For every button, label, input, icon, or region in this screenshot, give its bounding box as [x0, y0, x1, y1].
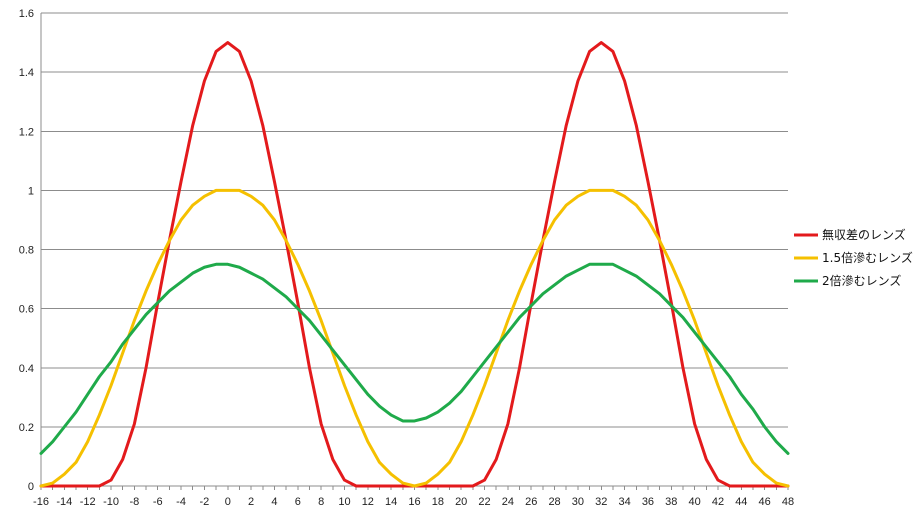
x-tick-label: 4 — [271, 496, 277, 508]
x-tick-label: 14 — [385, 496, 397, 508]
x-tick-label: 32 — [595, 496, 607, 508]
x-tick-label: -10 — [103, 496, 119, 508]
series-line-1 — [39, 188, 790, 488]
x-tick-label: 6 — [295, 496, 301, 508]
x-tick-label: 16 — [408, 496, 420, 508]
legend-label-0: 無収差のレンズ — [822, 227, 906, 242]
x-tick-label: 42 — [712, 496, 724, 508]
x-tick-label: 44 — [735, 496, 747, 508]
x-tick-labels: -16 -14 -12 -10 -8 -6 -4 -2 0 2 4 6 8 10 12 14 16 18 20 22 2… — [33, 496, 794, 508]
y-tick-label: 1.4 — [19, 67, 34, 79]
y-tick-label: 0.8 — [19, 245, 34, 257]
x-tick-label: 20 — [455, 496, 467, 508]
x-tick-label: 22 — [478, 496, 490, 508]
x-tick-label: 18 — [432, 496, 444, 508]
y-tick-label: 0.6 — [19, 304, 34, 316]
y-tick-label: 1.2 — [19, 126, 34, 138]
legend: 無収差のレンズ 1.5倍滲むレンズ 2倍滲むレンズ — [794, 227, 913, 288]
x-tick-label: -14 — [56, 496, 72, 508]
y-tick-label: 0 — [28, 481, 34, 493]
x-tick-label: 46 — [759, 496, 771, 508]
x-tick-label: 40 — [689, 496, 701, 508]
x-tick-label: -4 — [176, 496, 186, 508]
x-tick-label: 2 — [248, 496, 254, 508]
x-tick-label: -6 — [153, 496, 163, 508]
legend-label-1: 1.5倍滲むレンズ — [822, 250, 913, 265]
x-tick-label: 28 — [548, 496, 560, 508]
y-tick-label: 0.2 — [19, 422, 34, 434]
x-tick-label: 48 — [782, 496, 794, 508]
x-tick-label: -2 — [200, 496, 210, 508]
series-lines — [39, 41, 790, 488]
x-tick-label: 36 — [642, 496, 654, 508]
x-tick-label: 30 — [572, 496, 584, 508]
y-tick-label: 1 — [28, 185, 34, 197]
y-tick-label: 1.6 — [19, 8, 34, 20]
x-tick-label: 24 — [502, 496, 514, 508]
series-line-2 — [39, 262, 790, 455]
x-tick-label: 10 — [338, 496, 350, 508]
x-tick-label: 38 — [665, 496, 677, 508]
x-tick-label: -12 — [80, 496, 96, 508]
axes — [40, 13, 789, 490]
y-tick-label: 0.4 — [19, 363, 34, 375]
y-tick-labels: 0 0.2 0.4 0.6 0.8 1 1.2 1.4 1.6 — [19, 8, 34, 493]
x-tick-label: 34 — [618, 496, 630, 508]
x-tick-label: -8 — [129, 496, 139, 508]
x-tick-label: 0 — [225, 496, 231, 508]
gridlines — [41, 12, 788, 428]
x-tick-label: 8 — [318, 496, 324, 508]
x-tick-label: 26 — [525, 496, 537, 508]
legend-label-2: 2倍滲むレンズ — [822, 273, 901, 288]
x-tick-label: 12 — [362, 496, 374, 508]
x-tick-label: -16 — [33, 496, 49, 508]
